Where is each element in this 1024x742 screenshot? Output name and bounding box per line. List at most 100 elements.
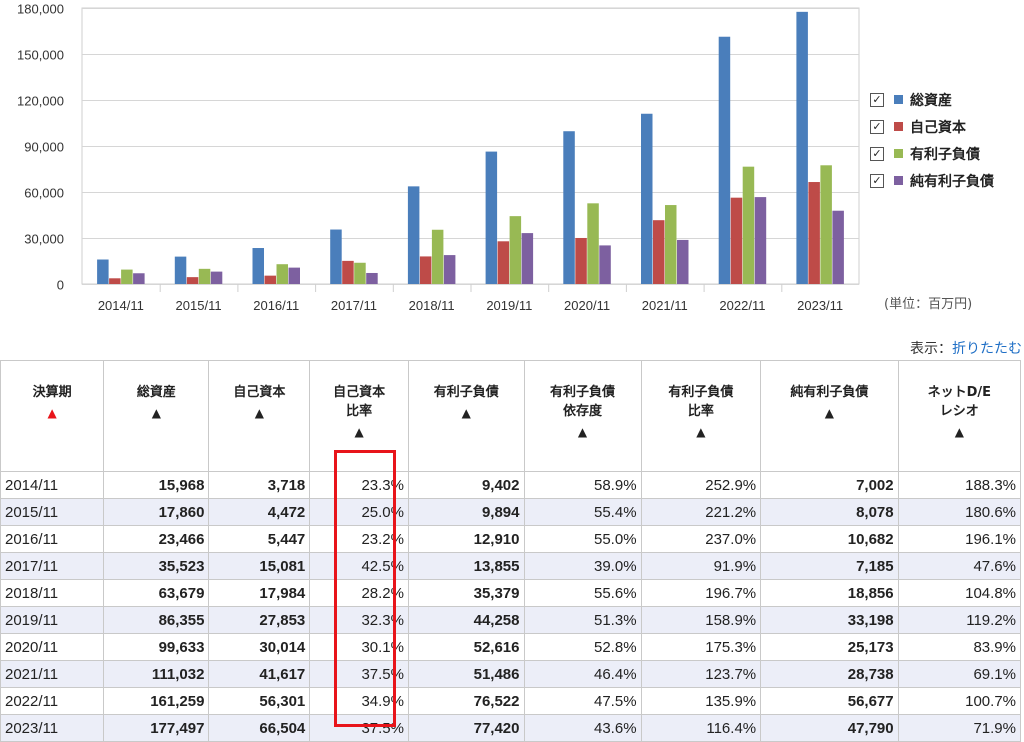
column-header-label: 純有利子負債 [790, 385, 869, 400]
bar [443, 255, 456, 284]
column-header[interactable]: 有利子負債 ▲ [408, 360, 525, 472]
table-cell: 7,185 [760, 552, 899, 580]
table-cell: 55.4% [523, 498, 642, 526]
checkbox-icon[interactable]: ✓ [870, 119, 884, 134]
table-cell: 111,032 [103, 660, 210, 688]
column-header-label: ネットD/E [927, 385, 992, 400]
table-cell: 135.9% [640, 687, 762, 715]
table-cell: 2022/11 [0, 687, 105, 715]
table-cell: 51,486 [408, 660, 525, 688]
bar [521, 233, 534, 284]
collapse-link[interactable]: 折りたたむ [952, 341, 1022, 357]
table-cell: 15,968 [103, 471, 210, 499]
x-tick-label: 2015/11 [176, 298, 222, 313]
table-cell: 2016/11 [0, 525, 105, 553]
legend-item[interactable]: ✓ 自己資本 [870, 113, 994, 140]
x-tick-label: 2019/11 [486, 298, 532, 313]
table-cell: 47.5% [523, 687, 642, 715]
column-header[interactable]: 自己資本 ▲ [208, 360, 311, 472]
bar [210, 271, 223, 284]
table-cell: 47.6% [897, 552, 1022, 580]
bar [485, 151, 498, 284]
table-cell: 23,466 [103, 525, 210, 553]
table-cell: 2023/11 [0, 714, 105, 742]
sort-arrow-icon[interactable]: ▲ [47, 406, 57, 420]
table-cell: 55.6% [523, 579, 642, 607]
table-cell: 47,790 [760, 714, 899, 742]
bar [419, 256, 432, 284]
checkbox-icon[interactable]: ✓ [870, 173, 884, 188]
table-cell: 52,616 [408, 633, 525, 661]
bar [575, 237, 587, 284]
column-header[interactable]: 純有利子負債 ▲ [760, 360, 899, 472]
checkbox-icon[interactable]: ✓ [870, 146, 884, 161]
legend-item[interactable]: ✓ 有利子負債 [870, 140, 994, 167]
y-tick-label: 120,000 [17, 94, 64, 109]
table-cell: 2015/11 [0, 498, 105, 526]
sort-arrow-icon[interactable]: ▲ [461, 406, 471, 420]
table-cell: 8,078 [760, 498, 899, 526]
table-row: 2022/11 161,259 56,301 34.9% 76,522 47.5% 135.… [0, 687, 1022, 715]
table-cell: 12,910 [408, 525, 525, 553]
table-cell: 23.3% [309, 471, 409, 499]
y-tick-label: 0 [57, 278, 64, 293]
legend-item[interactable]: ✓ 総資産 [870, 86, 994, 113]
bar [366, 272, 378, 284]
table-cell: 188.3% [897, 471, 1022, 499]
bar [252, 248, 264, 284]
bar [186, 277, 199, 284]
y-tick-label: 180,000 [17, 2, 64, 17]
column-header[interactable]: ネットD/E レシオ ▲ [897, 360, 1022, 472]
column-header[interactable]: 決算期 ▲ [0, 360, 105, 472]
sort-arrow-icon[interactable]: ▲ [254, 406, 264, 420]
table-row: 2015/11 17,860 4,472 25.0% 9,894 55.4% 221.2% 8… [0, 498, 1022, 526]
sort-arrow-icon[interactable]: ▲ [824, 406, 834, 420]
table-cell: 86,355 [103, 606, 210, 634]
column-header[interactable]: 総資産 ▲ [103, 360, 210, 472]
bar [109, 278, 121, 284]
bar [742, 166, 755, 284]
table-cell: 13,855 [408, 552, 525, 580]
table-cell: 63,679 [103, 579, 210, 607]
y-tick-label: 150,000 [17, 48, 64, 63]
column-header[interactable]: 有利子負債 比率 ▲ [640, 360, 762, 472]
unit-label: (単位：百万円) [884, 297, 973, 312]
sort-arrow-icon[interactable]: ▲ [696, 425, 706, 439]
table-cell: 28,738 [760, 660, 899, 688]
sort-arrow-icon[interactable]: ▲ [151, 406, 161, 420]
table-cell: 91.9% [640, 552, 762, 580]
table-cell: 32.3% [309, 606, 409, 634]
table-cell: 123.7% [640, 660, 762, 688]
sort-arrow-icon[interactable]: ▲ [577, 425, 588, 439]
legend-label: 総資産 [910, 92, 952, 109]
column-header[interactable]: 有利子負債 依存度 ▲ [523, 360, 642, 472]
bar [641, 113, 653, 284]
sort-arrow-icon[interactable]: ▲ [354, 425, 364, 439]
table-cell: 34.9% [309, 687, 409, 715]
legend-item[interactable]: ✓ 純有利子負債 [870, 167, 994, 194]
financial-table: 決算期 ▲ 総資産 ▲ 自己資本 ▲ 自己資本 比率 ▲ 有利子負債 ▲ 有利子負債 依存度 ▲ 有利子負債… [0, 360, 1022, 742]
table-cell: 15,081 [208, 552, 311, 580]
table-cell: 196.1% [897, 525, 1022, 553]
column-header-label: 自己資本 [233, 385, 286, 400]
legend-swatch [894, 122, 903, 131]
sort-arrow-icon[interactable]: ▲ [954, 425, 964, 439]
table-cell: 76,522 [408, 687, 525, 715]
bar [653, 220, 665, 284]
x-tick-label: 2016/11 [253, 298, 299, 313]
bar [121, 269, 133, 284]
table-cell: 43.6% [523, 714, 642, 742]
table-cell: 196.7% [640, 579, 762, 607]
bar [133, 273, 145, 284]
bar [288, 267, 300, 284]
legend-label: 自己資本 [910, 119, 966, 136]
table-cell: 99,633 [103, 633, 210, 661]
table-cell: 237.0% [640, 525, 762, 553]
column-header[interactable]: 自己資本 比率 ▲ [309, 360, 409, 472]
checkbox-icon[interactable]: ✓ [870, 92, 884, 107]
bar-chart: 0 30,000 60,000 90,000 120,000 150,000 180,000… [17, 2, 860, 313]
display-toggle-prefix: 表示： [910, 341, 952, 357]
table-cell: 77,420 [408, 714, 525, 742]
table-cell: 116.4% [640, 714, 762, 742]
table-cell: 83.9% [897, 633, 1022, 661]
